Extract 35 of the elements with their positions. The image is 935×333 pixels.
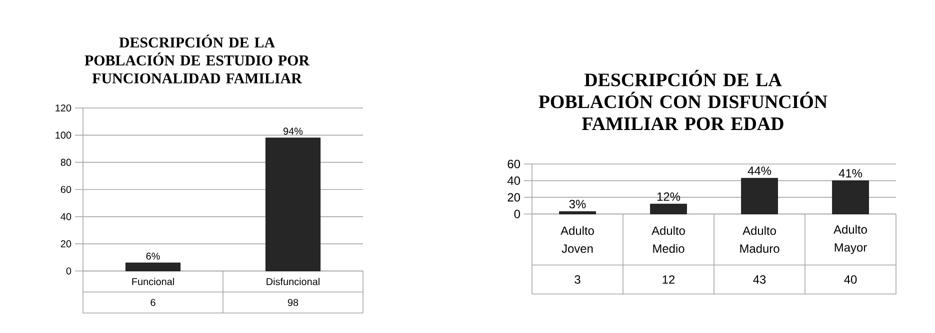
y-tick-label: 0 — [66, 267, 72, 275]
bar — [741, 178, 778, 214]
y-tick-label: 80 — [60, 158, 72, 166]
x-tick-label: Disfuncional — [266, 278, 320, 286]
x-tick-label: Adulto Mayor — [834, 224, 867, 254]
annotation: 12% — [657, 192, 680, 201]
annotation: 94% — [284, 128, 303, 135]
y-tick-label: 0 — [514, 210, 520, 218]
x-tick-label: Adulto Maduro — [740, 226, 780, 253]
data-label: 43 — [753, 275, 766, 284]
y-tick-label: 20 — [60, 240, 72, 248]
data-label: 40 — [844, 275, 857, 284]
bar — [832, 180, 869, 214]
y-tick-label: 40 — [60, 213, 72, 220]
data-label: 12 — [662, 275, 675, 284]
bar — [650, 204, 687, 214]
x-tick-label: Funcional — [132, 278, 174, 286]
annotation: 41% — [838, 169, 862, 178]
x-tick-label: Adulto Joven — [560, 226, 594, 253]
chart-title: DESCRIPCIÓN DE LA POBLACIÓN DE ESTUDIO POR FUNCIONALIDAD FAMILIAR — [84, 34, 310, 84]
annotation: 6% — [146, 252, 160, 260]
y-tick-label: 60 — [60, 186, 72, 194]
x-tick-label: Adulto Medio — [652, 226, 685, 253]
y-tick-label: 100 — [56, 132, 72, 139]
chart-title: DESCRIPCIÓN DE LA POBLACIÓN CON DISFUNCIÓN FAMILIAR POR EDAD — [538, 70, 828, 130]
annotation: 44% — [748, 166, 772, 175]
bar — [559, 211, 596, 214]
y-tick-label: 60 — [508, 160, 520, 168]
y-tick-label: 120 — [56, 104, 72, 112]
data-label: 6 — [150, 298, 156, 306]
y-tick-label: 40 — [507, 176, 520, 185]
data-label: 98 — [288, 298, 298, 306]
data-label: 3 — [574, 275, 580, 284]
y-tick-label: 20 — [508, 193, 520, 202]
annotation: 3% — [569, 200, 586, 208]
